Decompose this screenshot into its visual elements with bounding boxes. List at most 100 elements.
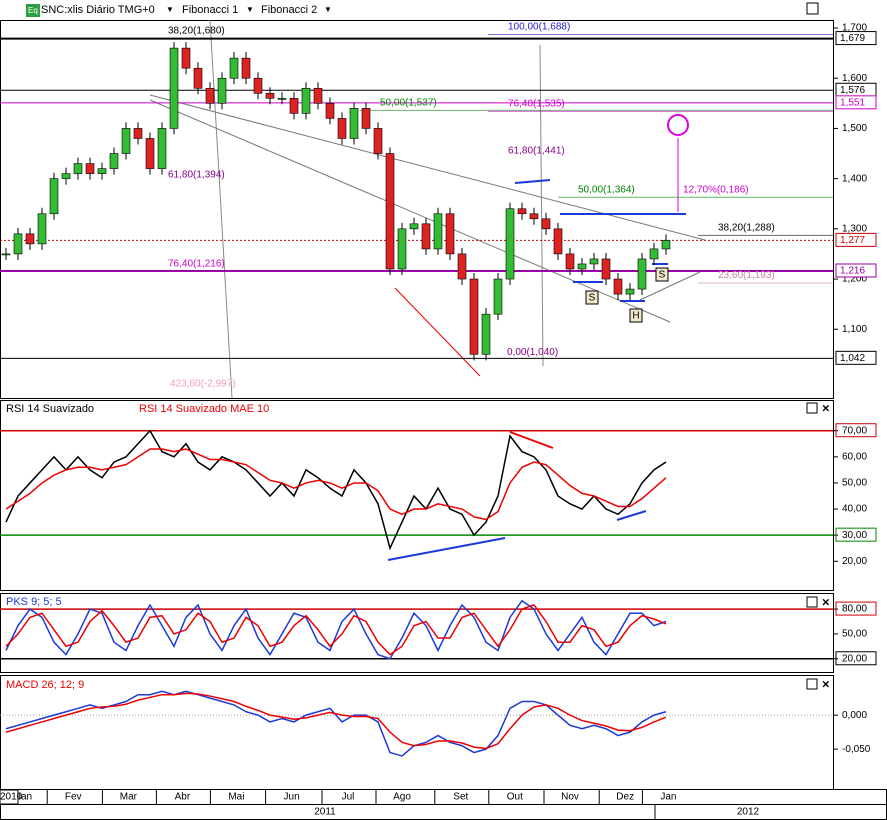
series-line bbox=[5, 604, 667, 656]
series-line bbox=[5, 599, 667, 660]
fib-label: 23,60(1,193) bbox=[718, 270, 775, 281]
candle bbox=[13, 233, 23, 255]
fib-label: 0,00(1,040) bbox=[507, 347, 558, 358]
candle bbox=[433, 213, 443, 250]
maximize-button[interactable] bbox=[806, 2, 819, 15]
candle bbox=[277, 98, 287, 100]
candle bbox=[457, 253, 467, 280]
month-label: Jun bbox=[284, 792, 300, 803]
tab[interactable]: Fibonacci 1 bbox=[182, 4, 238, 16]
fib-line bbox=[539, 44, 544, 367]
maximize-button[interactable] bbox=[806, 402, 818, 414]
fib-label: 61,80(1,394) bbox=[168, 169, 225, 180]
dropdown-arrow[interactable]: ▼ bbox=[166, 5, 174, 14]
tab[interactable]: Fibonacci 2 bbox=[261, 4, 317, 16]
dropdown-arrow[interactable]: ▼ bbox=[246, 5, 254, 14]
fib-label: 50,00(1,364) bbox=[578, 184, 635, 195]
candle bbox=[253, 77, 263, 94]
close-button[interactable]: × bbox=[822, 400, 830, 415]
y-tick-label: 1,400 bbox=[842, 173, 867, 184]
candle bbox=[1, 253, 11, 256]
pks-frame bbox=[0, 593, 834, 673]
y-tick-label: -0,050 bbox=[842, 744, 871, 755]
series-line bbox=[5, 448, 667, 521]
trend-line bbox=[514, 179, 551, 184]
price-label: 1,277 bbox=[840, 235, 865, 246]
series-line bbox=[5, 690, 667, 757]
candle bbox=[85, 163, 95, 174]
legend[interactable]: PKS 9; 5; 5 bbox=[6, 596, 62, 608]
candle bbox=[133, 128, 143, 139]
y-tick-label: 80,00 bbox=[842, 604, 867, 615]
legend[interactable]: RSI 14 Suavizado MAE 10 bbox=[139, 403, 269, 415]
price-frame bbox=[0, 20, 834, 399]
month-label: Fev bbox=[65, 792, 82, 803]
candle bbox=[265, 92, 275, 99]
month-label: Jan bbox=[660, 792, 676, 803]
price-label: 1,042 bbox=[840, 353, 865, 364]
fib-label: 76,40(1,535) bbox=[508, 99, 565, 110]
band-box bbox=[835, 527, 877, 542]
trend-line bbox=[639, 271, 701, 301]
y-tick-label: 60,00 bbox=[842, 451, 867, 462]
month-label: Mar bbox=[120, 792, 138, 803]
candle bbox=[313, 87, 323, 104]
badge bbox=[26, 4, 40, 17]
candle bbox=[421, 223, 431, 250]
fib-label: 38,20(1,680) bbox=[168, 26, 225, 37]
legend[interactable]: MACD 26; 12; 9 bbox=[6, 679, 84, 691]
y-tick-label: 1,500 bbox=[842, 123, 867, 134]
y-tick-label: 1,600 bbox=[842, 73, 867, 84]
maximize-button[interactable] bbox=[806, 596, 818, 608]
year-box bbox=[0, 789, 19, 805]
channel-line bbox=[149, 99, 671, 323]
candle bbox=[289, 98, 299, 114]
price-label: 1,679 bbox=[840, 33, 865, 44]
candle bbox=[385, 153, 395, 270]
candle bbox=[325, 103, 335, 119]
y-tick-label: 1,200 bbox=[842, 274, 867, 285]
candle bbox=[373, 128, 383, 154]
y-tick-label: 20,00 bbox=[842, 556, 867, 567]
maximize-button[interactable] bbox=[806, 678, 818, 690]
candle bbox=[529, 213, 539, 220]
y-tick-label: 50,00 bbox=[842, 629, 867, 640]
month-label: Nov bbox=[561, 792, 579, 803]
y-tick-label: 1,700 bbox=[842, 23, 867, 34]
dropdown-arrow[interactable]: ▼ bbox=[324, 5, 332, 14]
channel-line bbox=[149, 94, 706, 241]
close-button[interactable]: × bbox=[822, 676, 830, 691]
candle bbox=[661, 240, 671, 250]
candle bbox=[349, 108, 359, 139]
band-box bbox=[835, 423, 877, 438]
symbol[interactable]: SNC:xlis Diário TMG+0 bbox=[41, 4, 155, 16]
year-label: 2010 bbox=[0, 792, 23, 803]
trend-line bbox=[394, 287, 481, 377]
month-label: Ago bbox=[393, 792, 411, 803]
divergence-line bbox=[509, 431, 554, 449]
candle bbox=[397, 228, 407, 270]
candle bbox=[601, 258, 611, 280]
candle bbox=[181, 47, 191, 69]
candle bbox=[505, 208, 515, 280]
pattern-label: S bbox=[659, 270, 666, 281]
drawings bbox=[149, 19, 706, 561]
candle bbox=[613, 278, 623, 295]
candle bbox=[37, 213, 47, 245]
candle bbox=[637, 258, 647, 290]
y-tick-label: 40,00 bbox=[842, 504, 867, 515]
legend[interactable]: RSI 14 Suavizado bbox=[6, 403, 94, 415]
candle bbox=[301, 87, 311, 114]
series-line bbox=[5, 429, 667, 551]
candle bbox=[625, 288, 635, 295]
candle bbox=[481, 313, 491, 355]
month-label: Set bbox=[453, 792, 468, 803]
close-button[interactable]: × bbox=[822, 594, 830, 609]
candle bbox=[169, 47, 179, 129]
fib-label: 38,20(1,288) bbox=[718, 222, 775, 233]
candle bbox=[337, 118, 347, 139]
badge-text: Eq bbox=[28, 6, 38, 15]
month-label: Out bbox=[507, 792, 523, 803]
candle bbox=[193, 67, 203, 89]
pattern-label: S bbox=[589, 293, 596, 304]
